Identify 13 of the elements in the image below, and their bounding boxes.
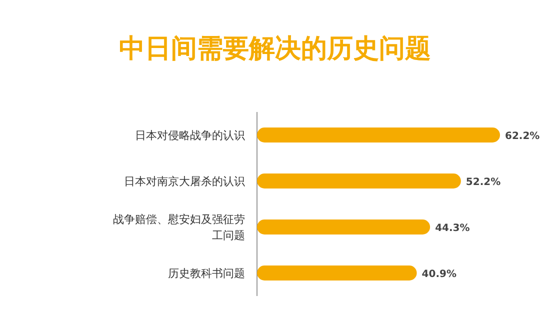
y-tick-label: 日本对南京大屠杀的认识 xyxy=(124,175,245,188)
bar xyxy=(257,220,430,234)
data-label: 44.3% xyxy=(435,223,470,234)
bar xyxy=(257,174,461,188)
y-tick-label: 日本对侵略战争的认识 xyxy=(135,129,245,142)
data-label: 40.9% xyxy=(422,269,456,280)
bar xyxy=(257,128,500,142)
chart-title: 中日间需要解决的历史问题 xyxy=(119,34,431,64)
data-label: 52.2% xyxy=(466,177,501,188)
y-tick-label: 历史教科书问题 xyxy=(168,267,245,280)
y-tick-label: 战争赔偿、慰安妇及强征劳工问题 xyxy=(113,213,245,242)
bar xyxy=(257,266,417,280)
data-label: 62.2% xyxy=(505,131,540,142)
